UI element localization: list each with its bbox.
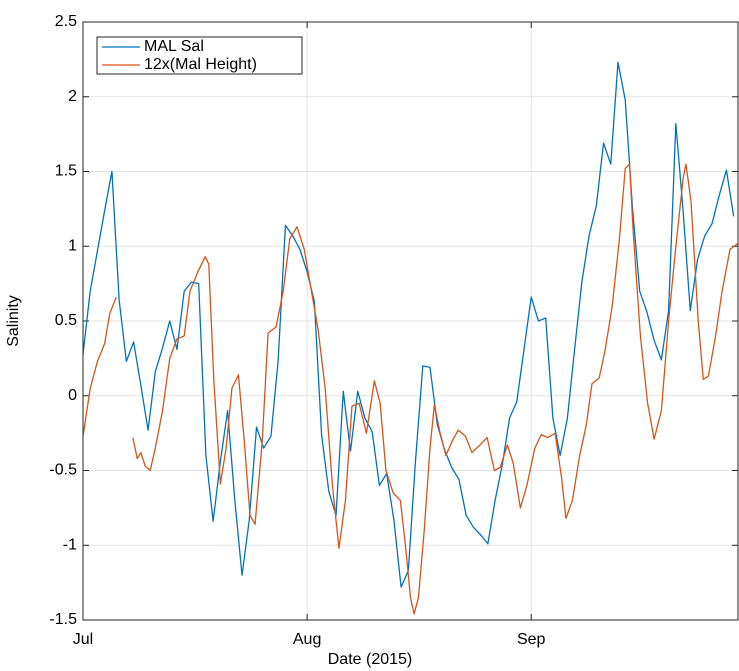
data-line (83, 163, 738, 615)
legend-label: MAL Sal (144, 38, 204, 55)
x-axis-label: Date (2015) (328, 651, 413, 668)
y-tick-label: -1 (63, 536, 77, 553)
x-tick-label: Sep (517, 631, 546, 648)
legend-label: 12x(Mal Height) (144, 56, 257, 73)
y-tick-label: 0.5 (55, 312, 77, 329)
y-tick-label: 1.5 (55, 163, 77, 180)
legend-box (96, 36, 303, 75)
x-tick-label: Jul (73, 631, 93, 648)
y-tick-label: -1.5 (49, 611, 77, 628)
axes-box (82, 21, 739, 621)
y-tick-label: 2 (68, 88, 77, 105)
data-line (83, 61, 735, 588)
y-axis-label: Salinity (5, 295, 22, 347)
x-tick-label: Aug (293, 631, 321, 648)
y-tick-label: 2.5 (55, 13, 77, 30)
y-tick-label: 1 (68, 237, 77, 254)
y-tick-label: 0 (68, 387, 77, 404)
plot-area (83, 61, 738, 615)
y-tick-label: -0.5 (49, 462, 77, 479)
